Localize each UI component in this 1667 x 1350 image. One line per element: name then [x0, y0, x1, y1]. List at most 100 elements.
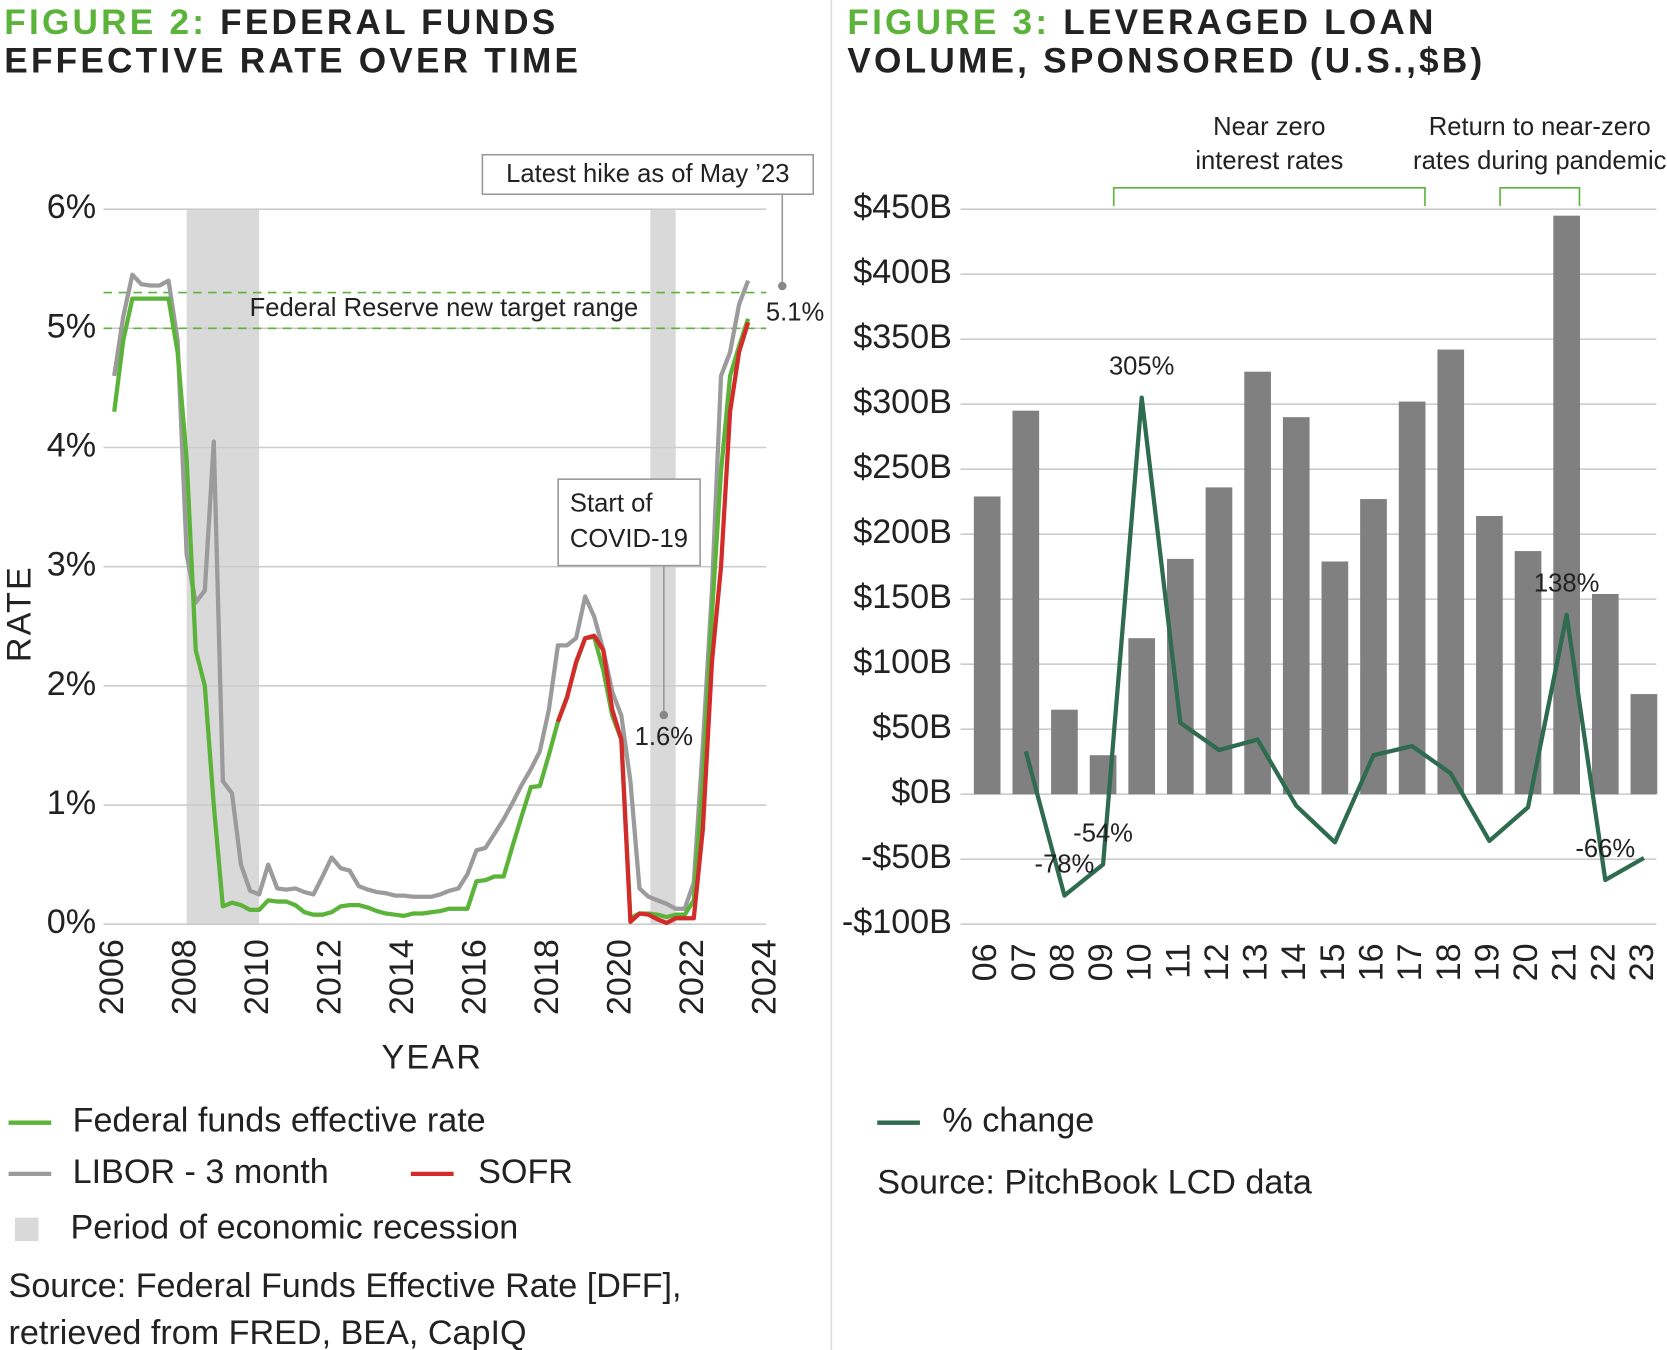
- x-tick-label: 12: [1198, 943, 1236, 981]
- bar: [1553, 215, 1581, 795]
- y-tick-label: 3%: [47, 546, 96, 584]
- x-tick-label: 2006: [93, 939, 131, 1015]
- chart-title: FIGURE 2: FEDERAL FUNDS: [4, 3, 558, 42]
- x-tick-label: 14: [1275, 943, 1313, 981]
- bracket: [1499, 187, 1581, 206]
- bar: [1128, 638, 1156, 795]
- annotation-value: 5.1%: [766, 299, 824, 327]
- bar: [1437, 349, 1465, 795]
- x-tick-label: 11: [1159, 943, 1197, 978]
- y-tick-label: $150B: [853, 578, 952, 616]
- line-series: [1023, 395, 1645, 898]
- y-tick-label: $0B: [891, 773, 952, 811]
- y-tick-label: 4%: [47, 427, 96, 465]
- x-tick-label: 16: [1353, 943, 1391, 981]
- data-label: -54%: [1073, 819, 1133, 847]
- bracket: [1112, 187, 1426, 206]
- bar: [1051, 709, 1078, 795]
- x-tick-label: 10: [1121, 943, 1159, 981]
- y-tick-label: $50B: [872, 708, 952, 746]
- figure-label: FIGURE 2:: [4, 3, 207, 42]
- annotation-box: [481, 153, 815, 196]
- bar: [973, 496, 1001, 795]
- y-tick-label: $250B: [853, 448, 952, 486]
- x-tick-label: 21: [1546, 943, 1584, 981]
- x-tick-label: 15: [1314, 943, 1352, 981]
- data-label: -66%: [1575, 835, 1635, 863]
- chart-title: FIGURE 3: LEVERAGED LOAN: [847, 3, 1436, 42]
- y-tick-label: 2%: [47, 665, 96, 703]
- x-tick-label: 18: [1430, 943, 1468, 981]
- data-label: 305%: [1109, 353, 1175, 381]
- x-tick-label: 2012: [311, 939, 349, 1015]
- bar: [1398, 401, 1426, 795]
- x-tick-label: 13: [1237, 943, 1275, 981]
- y-axis-label: RATE: [0, 565, 38, 662]
- x-tick-label: 2008: [166, 939, 204, 1015]
- x-tick-label: 20: [1507, 943, 1545, 981]
- data-label: -78%: [1035, 850, 1095, 878]
- y-tick-label: $200B: [853, 513, 952, 551]
- chart-title: VOLUME, SPONSORED (U.S.,$B): [847, 42, 1485, 81]
- chart-title: EFFECTIVE RATE OVER TIME: [4, 42, 581, 81]
- x-tick-label: 08: [1043, 943, 1081, 981]
- source-note: Source: PitchBook LCD data: [877, 1164, 1312, 1202]
- x-tick-label: 2022: [673, 939, 711, 1015]
- bar: [1166, 558, 1194, 795]
- y-tick-label: $400B: [853, 253, 952, 291]
- annotation-box: [557, 478, 701, 567]
- x-tick-label: 09: [1082, 943, 1120, 981]
- bar: [1282, 417, 1310, 795]
- x-tick-label: 2020: [600, 939, 638, 1015]
- legend-label: Federal funds effective rate: [73, 1102, 486, 1140]
- bar: [1244, 371, 1271, 795]
- y-tick-label: -$100B: [842, 903, 952, 941]
- line-series: [555, 321, 751, 926]
- x-tick-label: 19: [1468, 943, 1506, 981]
- legend-label: Period of economic recession: [70, 1208, 518, 1246]
- x-tick-label: 06: [966, 943, 1004, 981]
- data-label: 138%: [1534, 570, 1600, 598]
- y-tick-label: 6%: [47, 188, 96, 226]
- line-series: [112, 272, 751, 911]
- bar: [1012, 410, 1040, 795]
- y-tick-label: $450B: [853, 188, 952, 226]
- bracket-label: Near zero: [1213, 113, 1325, 141]
- target-label: Federal Reserve new target range: [250, 294, 639, 322]
- title-line: LEVERAGED LOAN: [1063, 3, 1436, 42]
- legend-label: SOFR: [478, 1153, 573, 1191]
- annotation-value: 1.6%: [635, 723, 693, 751]
- leader-dot: [659, 710, 669, 720]
- source-note: Source: Federal Funds Effective Rate [DF…: [9, 1267, 682, 1305]
- x-tick-label: 23: [1623, 943, 1661, 981]
- annotation-text: Start of: [570, 490, 653, 518]
- x-axis-label: YEAR: [381, 1039, 483, 1077]
- bar: [1321, 561, 1349, 795]
- legend-label: LIBOR - 3 month: [73, 1153, 329, 1191]
- y-tick-label: 5%: [47, 307, 96, 345]
- source-note: retrieved from FRED, BEA, CapIQ: [9, 1314, 527, 1350]
- x-tick-label: 2018: [528, 939, 566, 1015]
- bar: [1476, 515, 1503, 795]
- title-line: FEDERAL FUNDS: [220, 3, 558, 42]
- x-tick-label: 2010: [238, 939, 276, 1015]
- y-tick-label: $100B: [853, 643, 952, 681]
- legend-label: % change: [942, 1102, 1094, 1140]
- bar: [1360, 499, 1387, 795]
- annotation-text: COVID-19: [570, 525, 688, 553]
- y-tick-label: -$50B: [861, 838, 952, 876]
- x-tick-label: 2014: [383, 939, 421, 1015]
- x-tick-label: 2016: [455, 939, 493, 1015]
- legend-swatch: [14, 1217, 39, 1242]
- x-tick-label: 22: [1584, 943, 1622, 981]
- bar: [1591, 593, 1619, 795]
- annotation-text: Latest hike as of May ’23: [506, 160, 789, 188]
- y-tick-label: $300B: [853, 383, 952, 421]
- bracket-label: interest rates: [1195, 147, 1343, 175]
- y-tick-label: $350B: [853, 318, 952, 356]
- bar: [1630, 694, 1658, 795]
- x-tick-label: 07: [1005, 943, 1043, 981]
- figure-label: FIGURE 3:: [847, 3, 1050, 42]
- x-tick-label: 17: [1391, 943, 1429, 981]
